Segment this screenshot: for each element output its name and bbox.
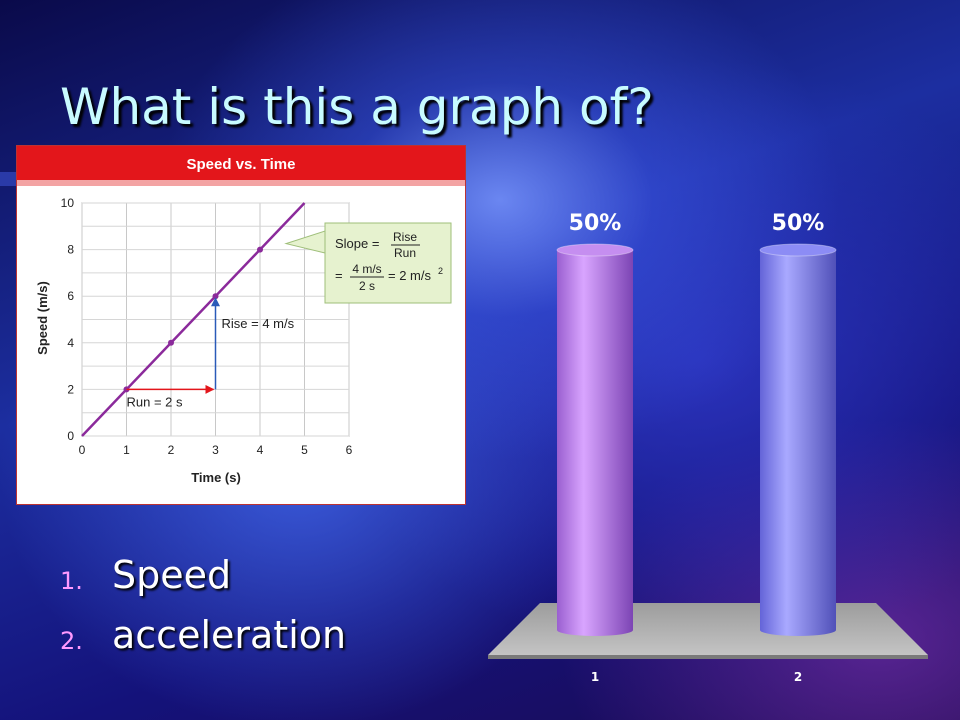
answer-label: acceleration bbox=[112, 613, 347, 657]
rise-label: Rise = 4 m/s bbox=[222, 316, 295, 331]
x-tick-label: 2 bbox=[168, 443, 175, 457]
slope-eq-sign: = bbox=[335, 268, 343, 283]
graph-header-bar bbox=[17, 146, 465, 180]
slope-fraction-numerator: Rise bbox=[393, 230, 417, 244]
answer-number: 2. bbox=[60, 627, 83, 655]
poll-bar-base bbox=[760, 624, 836, 636]
speed-time-graph-image: Speed vs. Time 0 1 2 3 4 5 6 0 2 4 6 8 10 Run = 2 s R… bbox=[16, 145, 466, 505]
y-tick-label: 2 bbox=[67, 382, 74, 396]
poll-bar-top bbox=[556, 243, 634, 257]
x-tick-label: 6 bbox=[346, 443, 353, 457]
speed-time-graph: Speed vs. Time 0 1 2 3 4 5 6 0 2 4 6 8 10 Run = 2 s R… bbox=[17, 146, 465, 485]
y-tick-label: 6 bbox=[67, 289, 74, 303]
answer-label: Speed bbox=[112, 553, 232, 597]
x-tick-label: 4 bbox=[257, 443, 264, 457]
x-tick-label: 0 bbox=[79, 443, 86, 457]
y-axis-title: Speed (m/s) bbox=[35, 281, 50, 355]
poll-floor-edge bbox=[488, 655, 928, 659]
slope-word: Slope = bbox=[335, 236, 379, 251]
answer-number: 1. bbox=[60, 567, 83, 595]
poll-category-label: 2 bbox=[794, 670, 802, 684]
run-label: Run = 2 s bbox=[127, 394, 184, 409]
slide-title: What is this a graph of? bbox=[60, 78, 654, 136]
slope-value-numerator: 4 m/s bbox=[352, 262, 381, 276]
slope-result-exponent: 2 bbox=[438, 266, 443, 276]
y-tick-label: 10 bbox=[61, 196, 75, 210]
poll-value-label: 50% bbox=[772, 211, 825, 236]
data-point bbox=[168, 339, 174, 346]
x-tick-label: 1 bbox=[123, 443, 130, 457]
poll-bar-top bbox=[759, 243, 837, 257]
y-tick-label: 4 bbox=[67, 336, 74, 350]
x-tick-label: 3 bbox=[212, 443, 219, 457]
slope-callout bbox=[324, 222, 452, 304]
slope-value-denominator: 2 s bbox=[359, 279, 375, 293]
poll-results-chart: 50% 1 50% 2 bbox=[488, 211, 928, 684]
poll-bar-2 bbox=[760, 250, 836, 630]
speed-line bbox=[81, 202, 306, 437]
data-point bbox=[257, 246, 263, 253]
x-axis-title: Time (s) bbox=[191, 470, 241, 485]
y-tick-label: 0 bbox=[67, 429, 74, 443]
poll-bar-base bbox=[557, 624, 633, 636]
slope-result: = 2 m/s bbox=[388, 268, 431, 283]
slope-fraction-denominator: Run bbox=[394, 246, 416, 260]
poll-floor bbox=[488, 603, 928, 655]
poll-bar-1 bbox=[557, 250, 633, 630]
slide-accent-bar bbox=[0, 172, 18, 186]
y-tick-label: 8 bbox=[67, 243, 74, 257]
graph-title: Speed vs. Time bbox=[187, 156, 296, 173]
graph-header-shadow bbox=[17, 180, 465, 186]
x-tick-label: 5 bbox=[301, 443, 308, 457]
poll-value-label: 50% bbox=[569, 211, 622, 236]
poll-category-label: 1 bbox=[591, 670, 599, 684]
